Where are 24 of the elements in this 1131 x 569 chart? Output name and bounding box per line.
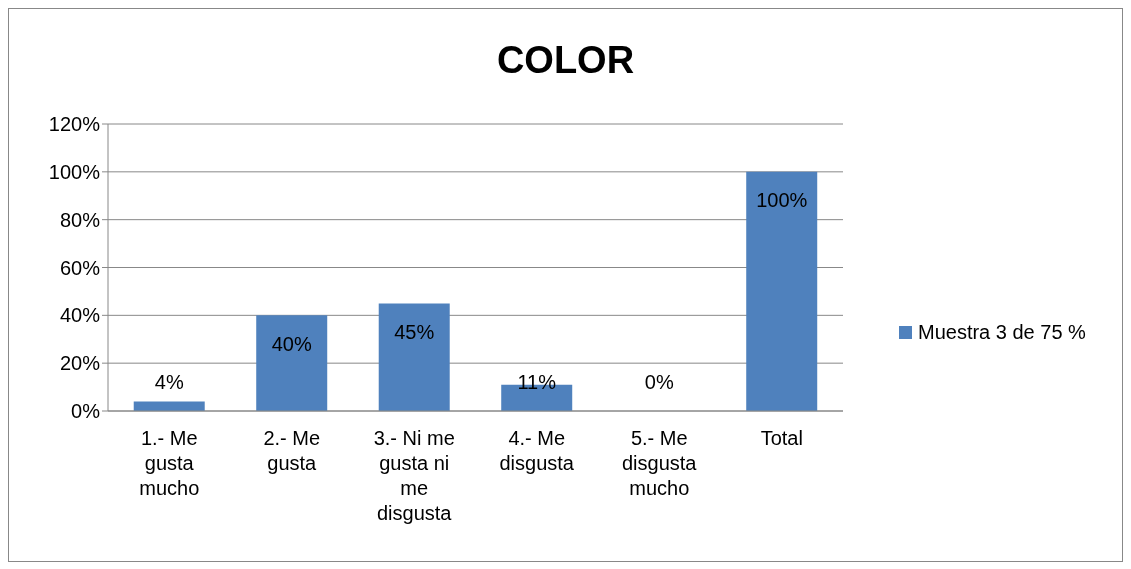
- data-label: 40%: [271, 332, 312, 355]
- x-tick-label: 5.- Me disgusta mucho: [622, 427, 698, 499]
- y-tick-label: 80%: [59, 208, 101, 231]
- y-tick-label: 100%: [48, 160, 101, 183]
- x-tick-label: 1.- Me gusta mucho: [139, 427, 200, 499]
- bar: [133, 401, 205, 411]
- data-label: 4%: [154, 371, 184, 394]
- x-tick-label: 2.- Me gusta: [263, 427, 321, 474]
- data-label: 100%: [756, 189, 808, 212]
- y-tick-label: 0%: [71, 400, 101, 423]
- data-label: 45%: [394, 320, 435, 343]
- y-tick-label: 20%: [59, 352, 101, 375]
- x-tick-label: 4.- Me disgusta: [499, 427, 575, 474]
- bar: [746, 171, 818, 411]
- bar: [378, 303, 450, 411]
- x-tick-label: Total: [760, 427, 803, 449]
- bar: [256, 315, 328, 411]
- y-tick-label: 120%: [48, 113, 101, 136]
- y-tick-label: 40%: [59, 304, 101, 327]
- chart-title: COLOR: [495, 39, 636, 82]
- x-tick-label: 3.- Ni me gusta ni me disgusta: [373, 427, 455, 524]
- legend-label: Muestra 3 de 75 %: [917, 321, 1086, 344]
- y-tick-label: 60%: [59, 256, 101, 279]
- data-label: 0%: [644, 371, 674, 394]
